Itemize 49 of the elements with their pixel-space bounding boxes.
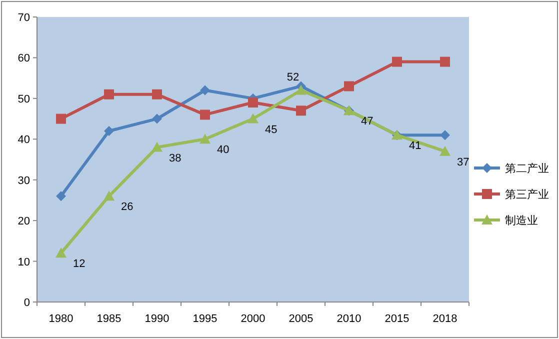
point <box>104 190 114 201</box>
data-label: 52 <box>286 71 300 84</box>
x-tick-label: 1990 <box>144 313 170 325</box>
x-tick-label: 2018 <box>432 313 458 325</box>
y-tick-label: 60 <box>18 52 30 65</box>
data-label: 41 <box>409 140 422 152</box>
point <box>200 134 210 144</box>
x-tick-label: 1995 <box>192 313 218 325</box>
point <box>56 191 66 202</box>
data-label: 26 <box>121 201 134 214</box>
data-label: 12 <box>73 258 86 270</box>
x-tick-label: 2010 <box>336 313 362 325</box>
y-tick-label: 10 <box>18 256 30 268</box>
y-tick-label: 50 <box>18 93 30 106</box>
x-tick-label: 2005 <box>288 313 314 325</box>
data-label: 37 <box>457 156 470 168</box>
point <box>200 85 210 96</box>
legend-label: 第二产业 <box>505 162 549 175</box>
point <box>56 248 66 258</box>
y-tick-label: 40 <box>18 134 30 146</box>
point <box>248 98 258 108</box>
data-label: 40 <box>217 144 230 156</box>
point <box>104 126 114 136</box>
x-tick-label: 1985 <box>96 313 122 325</box>
point <box>248 113 258 124</box>
y-tick-label: 70 <box>18 12 30 24</box>
point <box>440 56 450 67</box>
legend-label: 第三产业 <box>505 188 549 201</box>
point <box>152 142 162 152</box>
point <box>152 114 162 124</box>
point <box>104 89 114 100</box>
data-label: 45 <box>265 124 278 136</box>
x-tick-label: 1980 <box>48 313 74 325</box>
point <box>344 81 354 92</box>
y-tick-label: 30 <box>18 174 30 187</box>
y-tick-label: 20 <box>18 216 30 228</box>
legend-label: 制造业 <box>505 214 538 227</box>
point <box>56 114 66 124</box>
x-tick-label: 2015 <box>384 313 410 325</box>
point <box>440 130 450 140</box>
data-label: 38 <box>169 152 182 164</box>
y-tick-label: 0 <box>24 297 30 309</box>
point <box>392 56 402 67</box>
point <box>152 89 162 100</box>
point <box>200 110 210 120</box>
point <box>296 106 306 116</box>
point <box>296 84 306 95</box>
x-tick-label: 2000 <box>240 313 266 325</box>
point <box>440 146 450 156</box>
